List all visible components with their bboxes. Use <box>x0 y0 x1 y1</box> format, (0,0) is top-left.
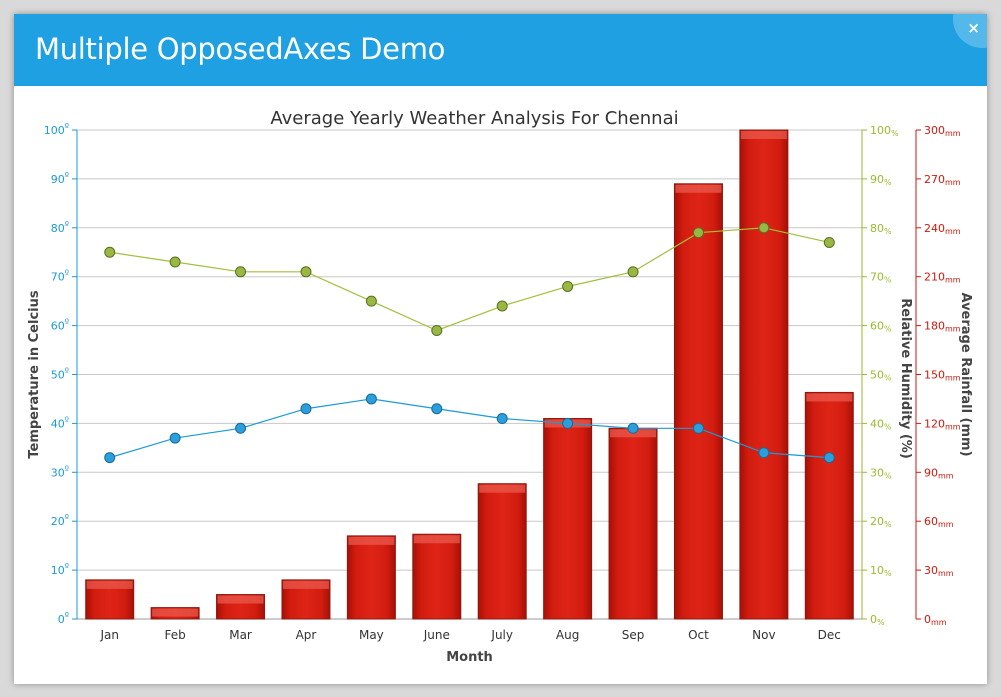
month-tick-label: May <box>359 628 384 642</box>
rainfall-bar-highlight <box>413 535 460 544</box>
temperature-point <box>627 422 639 434</box>
window-title: Multiple OpposedAxes Demo <box>35 32 446 66</box>
temperature-tick-label: 90º <box>51 172 69 186</box>
rainfall-tick-label: 60mm <box>924 515 954 529</box>
humidity-tick-label: 80% <box>870 222 892 236</box>
humidity-tick-label: 50% <box>870 369 892 383</box>
rainfall-tick-label: 180mm <box>924 320 961 334</box>
rainfall-bar <box>477 483 527 620</box>
temperature-point <box>235 422 247 434</box>
temperature-tick-label: 60º <box>51 319 69 333</box>
rainfall-bar <box>346 535 396 620</box>
humidity-point <box>627 266 639 278</box>
humidity-point <box>235 266 247 278</box>
temperature-tick-label: 20º <box>51 514 69 528</box>
humidity-tick-label: 90% <box>870 173 892 187</box>
rainfall-tick-label: 240mm <box>924 222 961 236</box>
temperature-point <box>562 417 574 429</box>
humidity-tick-label: 60% <box>870 320 892 334</box>
month-tick-label: Aug <box>556 628 579 642</box>
rainfall-bar-highlight <box>806 393 853 402</box>
temperature-point <box>104 452 116 464</box>
month-tick-label: Sep <box>622 628 645 642</box>
humidity-tick-label: 40% <box>870 417 892 431</box>
month-tick-label: Apr <box>296 628 317 642</box>
month-tick-label: Dec <box>818 628 841 642</box>
rainfall-tick-label: 30mm <box>924 564 954 578</box>
humidity-point <box>431 324 443 336</box>
chart-title: Average Yearly Weather Analysis For Chen… <box>270 108 678 129</box>
rainfall-tick-label: 150mm <box>924 369 961 383</box>
rainfall-bar-highlight <box>86 580 133 589</box>
rainfall-bar <box>673 183 723 620</box>
temperature-tick-label: 70º <box>51 270 69 284</box>
rainfall-bar-highlight <box>479 484 526 493</box>
month-tick-label: July <box>490 628 513 642</box>
temperature-point <box>823 452 835 464</box>
temperature-tick-label: 50º <box>51 368 69 382</box>
humidity-tick-label: 20% <box>870 515 892 529</box>
rainfall-bar-highlight <box>282 580 329 589</box>
title-bar: Multiple OpposedAxes Demo × <box>14 14 987 86</box>
temperature-tick-label: 100º <box>44 123 69 137</box>
month-tick-label: June <box>423 628 450 642</box>
month-tick-label: Feb <box>165 628 186 642</box>
rainfall-tick-label: 300mm <box>924 124 961 138</box>
rainfall-tick-label: 90mm <box>924 466 954 480</box>
humidity-tick-label: 70% <box>870 271 892 285</box>
humidity-point <box>823 236 835 248</box>
temperature-point <box>431 403 443 415</box>
humidity-line <box>109 227 830 332</box>
humidity-point <box>169 256 181 268</box>
humidity-point <box>104 246 116 258</box>
rainfall-bar <box>412 533 462 620</box>
humidity-point <box>692 227 704 239</box>
month-tick-label: Nov <box>752 628 775 642</box>
temperature-point <box>300 403 312 415</box>
x-axis-title: Month <box>446 650 493 665</box>
temperature-point <box>692 422 704 434</box>
month-tick-label: Oct <box>688 628 709 642</box>
rainfall-tick-label: 120mm <box>924 417 961 431</box>
temperature-tick-label: 0º <box>58 612 69 626</box>
humidity-point <box>365 295 377 307</box>
rainfall-tick-label: 270mm <box>924 173 961 187</box>
temperature-tick-label: 10º <box>51 563 69 577</box>
month-tick-label: Jan <box>99 628 119 642</box>
rainfall-bar <box>608 427 658 620</box>
rainfall-tick-label: 210mm <box>924 271 961 285</box>
humidity-tick-label: 0% <box>870 613 885 627</box>
rainfall-bar-highlight <box>217 595 264 604</box>
temperature-point <box>758 447 770 459</box>
rainfall-bar <box>543 418 593 620</box>
humidity-point <box>300 266 312 278</box>
rainfall-bar-highlight <box>675 184 722 193</box>
close-icon[interactable]: × <box>967 19 980 37</box>
humidity-point <box>562 280 574 292</box>
humidity-point <box>496 300 508 312</box>
temperature-axis-title: Temperature in Celcius <box>27 290 42 459</box>
humidity-point <box>758 222 770 234</box>
month-tick-label: Mar <box>229 628 252 642</box>
temperature-point <box>169 432 181 444</box>
temperature-point <box>365 393 377 405</box>
humidity-tick-label: 10% <box>870 564 892 578</box>
rainfall-bar <box>804 391 854 620</box>
humidity-tick-label: 30% <box>870 466 892 480</box>
temperature-line <box>109 398 830 459</box>
temperature-point <box>496 413 508 425</box>
rainfall-axis-title: Average Rainfall (mm) <box>958 292 973 456</box>
rainfall-bar-highlight <box>152 608 199 617</box>
temperature-tick-label: 80º <box>51 221 69 235</box>
rainfall-bar-highlight <box>348 536 395 545</box>
humidity-tick-label: 100% <box>870 124 899 138</box>
temperature-tick-label: 40º <box>51 416 69 430</box>
rainfall-tick-label: 0mm <box>924 613 947 627</box>
rainfall-bar-highlight <box>740 131 787 139</box>
temperature-tick-label: 30º <box>51 465 69 479</box>
rainfall-bar <box>739 129 789 620</box>
humidity-axis-title: Relative Humidity (%) <box>898 298 913 459</box>
